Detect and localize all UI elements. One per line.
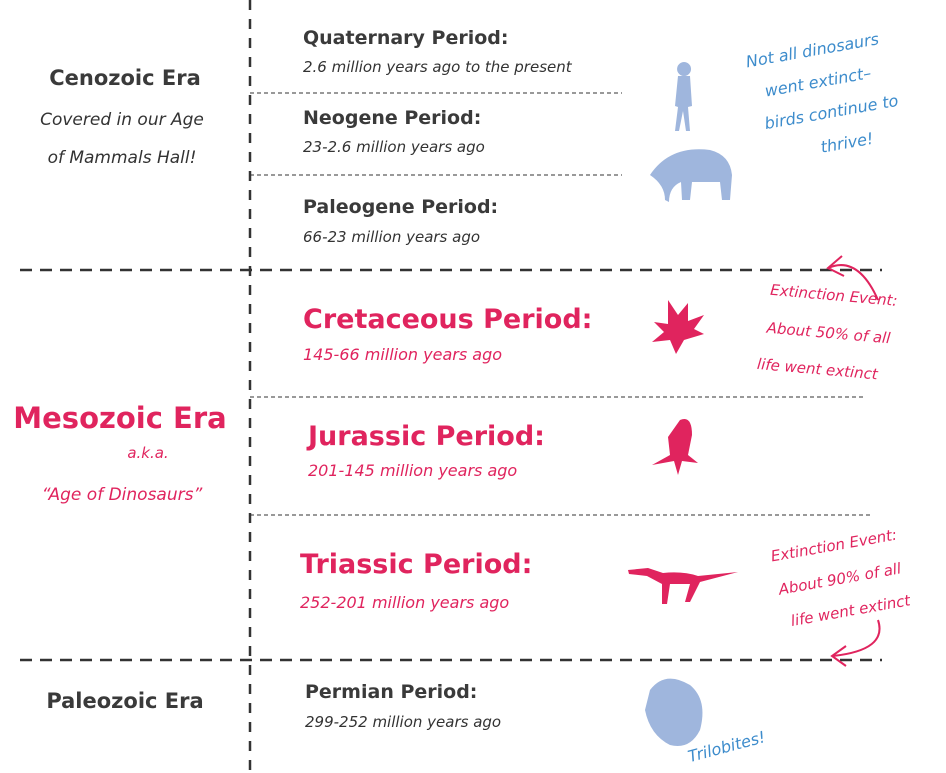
dinosaur-icon bbox=[628, 568, 738, 604]
period-name: Permian Period: bbox=[305, 681, 477, 703]
period-name: Neogene Period: bbox=[303, 107, 481, 129]
era-note: a.k.a. bbox=[127, 444, 168, 462]
note-line: life went extinct bbox=[756, 355, 879, 384]
era-note: “Age of Dinosaurs” bbox=[42, 485, 203, 505]
note-line: life went extinct bbox=[789, 591, 912, 630]
plant-icon bbox=[652, 300, 704, 354]
period-range: 66-23 million years ago bbox=[303, 228, 480, 246]
note-line: About 90% of all bbox=[776, 559, 903, 599]
era-name: Cenozoic Era bbox=[49, 66, 201, 90]
period-range: 201-145 million years ago bbox=[308, 461, 517, 480]
silhouettes bbox=[645, 62, 732, 746]
period-range: 299-252 million years ago bbox=[305, 713, 501, 731]
period-range: 2.6 million years ago to the present bbox=[303, 58, 573, 76]
note-line: went extinct– bbox=[763, 63, 872, 100]
silhouettes bbox=[628, 300, 738, 604]
note-line: thrive! bbox=[819, 129, 875, 157]
timeline-diagram: Cenozoic Era Covered in our Age of Mamma… bbox=[0, 0, 946, 773]
human-icon bbox=[675, 62, 692, 131]
era-note: of Mammals Hall! bbox=[48, 148, 197, 168]
note-line: Extinction Event: bbox=[770, 281, 899, 310]
mammal-icon bbox=[650, 149, 732, 202]
birds-note: Not all dinosaurs went extinct– birds co… bbox=[744, 28, 905, 167]
extinction-note: Extinction Event: About 90% of all life … bbox=[769, 525, 912, 631]
trilobite-icon bbox=[645, 679, 702, 746]
note-line: About 50% of all bbox=[765, 319, 892, 348]
era-note: Covered in our Age bbox=[40, 110, 204, 130]
period-name: Cretaceous Period: bbox=[303, 304, 592, 335]
period-name: Quaternary Period: bbox=[303, 27, 509, 49]
era-name: Paleozoic Era bbox=[46, 689, 203, 713]
extinction-note: Extinction Event: About 50% of all life … bbox=[756, 280, 898, 384]
period-range: 23-2.6 million years ago bbox=[303, 138, 485, 156]
period-range: 145-66 million years ago bbox=[303, 345, 502, 364]
pterosaur-icon bbox=[652, 419, 698, 475]
period-range: 252-201 million years ago bbox=[300, 593, 509, 612]
era-name: Mesozoic Era bbox=[13, 401, 226, 435]
period-name: Paleogene Period: bbox=[303, 196, 498, 218]
period-name: Jurassic Period: bbox=[306, 421, 545, 452]
period-name: Triassic Period: bbox=[300, 549, 532, 580]
note-line: Extinction Event: bbox=[769, 526, 898, 566]
